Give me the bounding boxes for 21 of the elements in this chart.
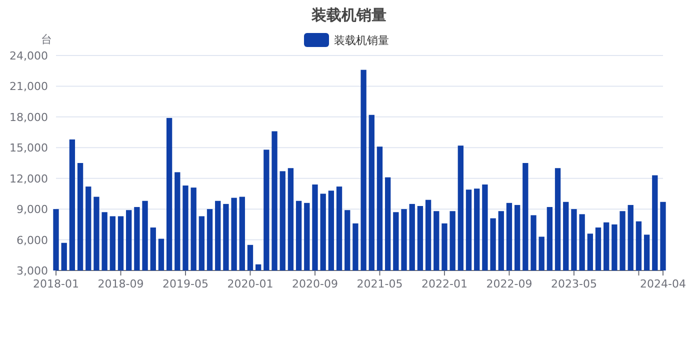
legend-label: 装载机销量 — [334, 34, 389, 47]
y-tick-label: 21,000 — [10, 80, 48, 94]
y-tick-label: 12,000 — [10, 172, 48, 186]
x-tick-label: 2018-01 — [33, 278, 79, 290]
x-tick-label: 2024-04 — [640, 278, 686, 290]
x-tick-label: 2021-05 — [356, 278, 403, 290]
y-tick-label: 24,000 — [10, 50, 48, 62]
y-axis-title: 台 — [41, 33, 52, 46]
x-tick-label: 2023-05 — [550, 278, 597, 290]
x-tick-label: 2022-01 — [421, 278, 468, 290]
chart-title: 装载机销量 — [310, 6, 386, 24]
x-tick-label: 2018-09 — [98, 278, 144, 290]
x-tick-label: 2020-09 — [292, 278, 338, 290]
y-tick-label: 3,000 — [16, 264, 48, 278]
x-tick-label: 2019-05 — [162, 278, 208, 290]
y-tick-label: 6,000 — [16, 234, 48, 247]
y-tick-label: 18,000 — [10, 110, 48, 124]
y-tick-label: 15,000 — [10, 142, 48, 155]
y-tick-label: 9,000 — [16, 203, 48, 216]
x-tick-label: 2020-01 — [227, 278, 274, 290]
x-tick-label: 2022-09 — [486, 278, 532, 290]
